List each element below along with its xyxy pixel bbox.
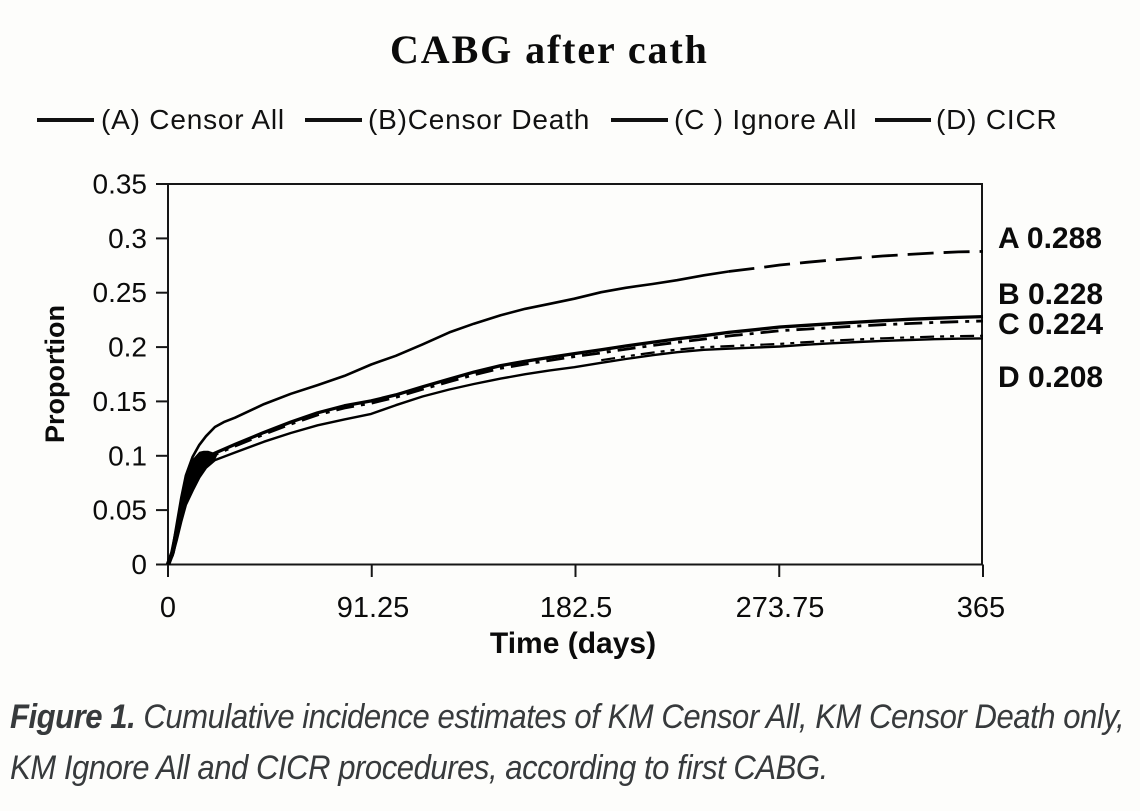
svg-text:0.1: 0.1 (108, 440, 147, 471)
svg-text:0.15: 0.15 (93, 386, 148, 417)
svg-text:Proportion: Proportion (40, 305, 70, 443)
svg-text:C 0.224: C 0.224 (998, 308, 1103, 341)
svg-text:0.35: 0.35 (93, 169, 148, 200)
svg-text:B 0.228: B 0.228 (998, 278, 1103, 311)
svg-text:91.25: 91.25 (337, 592, 410, 624)
svg-text:0.2: 0.2 (108, 332, 147, 363)
svg-text:0.25: 0.25 (93, 277, 148, 308)
svg-text:0: 0 (131, 549, 147, 580)
svg-text:365: 365 (957, 592, 1005, 624)
svg-text:273.75: 273.75 (736, 592, 825, 624)
svg-text:0: 0 (160, 592, 176, 624)
svg-text:0.05: 0.05 (93, 495, 148, 526)
svg-text:A 0.288: A 0.288 (998, 222, 1102, 255)
svg-text:182.5: 182.5 (540, 592, 613, 624)
svg-text:0.3: 0.3 (108, 223, 147, 254)
svg-text:Time (days): Time (days) (490, 627, 656, 660)
svg-text:D 0.208: D 0.208 (998, 361, 1103, 394)
